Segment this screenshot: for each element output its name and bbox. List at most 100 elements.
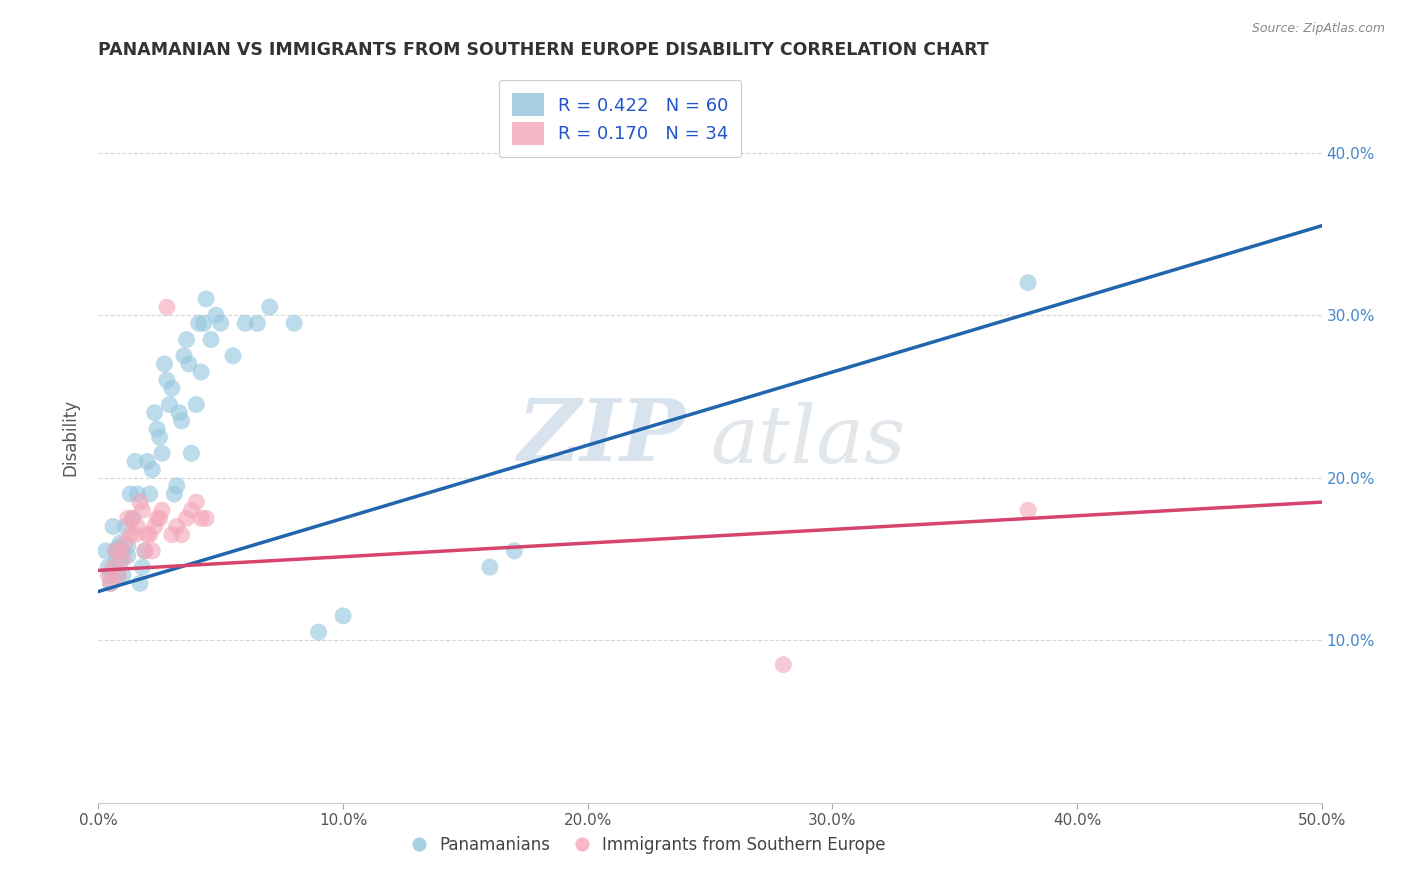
Point [120,527,142,541]
Point [104,555,127,569]
Point [259,300,281,314]
Text: Source: ZipAtlas.com: Source: ZipAtlas.com [1251,22,1385,36]
Point [772,657,794,672]
Point [141,462,163,476]
Point [124,527,146,541]
Point [101,519,124,533]
Point [157,398,180,412]
Point [131,503,153,517]
Point [139,487,162,501]
Point [308,625,330,640]
Point [143,519,166,533]
Point [136,454,159,468]
Point [110,544,132,558]
Point [117,539,139,553]
Point [222,349,245,363]
Point [104,544,127,558]
Point [166,519,188,533]
Point [100,568,122,582]
Point [121,511,143,525]
Point [129,495,152,509]
Point [233,316,256,330]
Point [187,316,209,330]
Point [114,535,136,549]
Point [283,316,305,330]
Point [1017,276,1039,290]
Point [97,560,120,574]
Point [146,511,169,525]
Point [143,406,166,420]
Point [134,544,156,558]
Point [167,406,190,420]
Point [190,511,212,525]
Legend: Panamanians, Immigrants from Southern Europe: Panamanians, Immigrants from Southern Eu… [406,829,891,860]
Point [124,454,146,468]
Point [160,527,183,541]
Point [111,568,134,582]
Point [110,555,132,569]
Point [193,316,215,330]
Point [156,300,179,314]
Point [180,503,202,517]
Point [166,479,188,493]
Point [101,560,124,574]
Y-axis label: Disability: Disability [62,399,80,475]
Point [503,544,526,558]
Point [110,535,132,549]
Text: ZIP: ZIP [517,395,686,479]
Point [111,544,134,558]
Point [134,544,156,558]
Point [246,316,269,330]
Text: atlas: atlas [710,402,905,480]
Point [186,495,208,509]
Point [186,398,208,412]
Point [120,487,142,501]
Point [173,349,195,363]
Text: PANAMANIAN VS IMMIGRANTS FROM SOUTHERN EUROPE DISABILITY CORRELATION CHART: PANAMANIAN VS IMMIGRANTS FROM SOUTHERN E… [98,41,990,59]
Point [177,357,200,371]
Point [209,316,232,330]
Point [139,527,162,541]
Point [180,446,202,460]
Point [107,541,129,555]
Point [478,560,501,574]
Point [195,292,218,306]
Point [153,357,176,371]
Point [170,527,193,541]
Point [129,576,152,591]
Point [156,373,179,387]
Point [121,511,143,525]
Point [131,560,153,574]
Point [141,544,163,558]
Point [127,519,149,533]
Point [100,576,122,591]
Point [195,511,218,525]
Point [117,549,139,563]
Point [190,365,212,379]
Point [100,576,122,591]
Point [117,511,139,525]
Point [107,568,129,582]
Point [200,333,222,347]
Point [104,544,127,558]
Point [97,568,120,582]
Point [160,381,183,395]
Point [127,487,149,501]
Point [149,511,172,525]
Point [111,552,134,566]
Point [170,414,193,428]
Point [150,503,173,517]
Point [94,544,117,558]
Point [176,333,198,347]
Point [136,527,159,541]
Point [150,446,173,460]
Point [114,519,136,533]
Point [149,430,172,444]
Point [205,308,228,322]
Point [332,608,354,623]
Point [107,568,129,582]
Point [1017,503,1039,517]
Point [163,487,186,501]
Point [176,511,198,525]
Point [146,422,169,436]
